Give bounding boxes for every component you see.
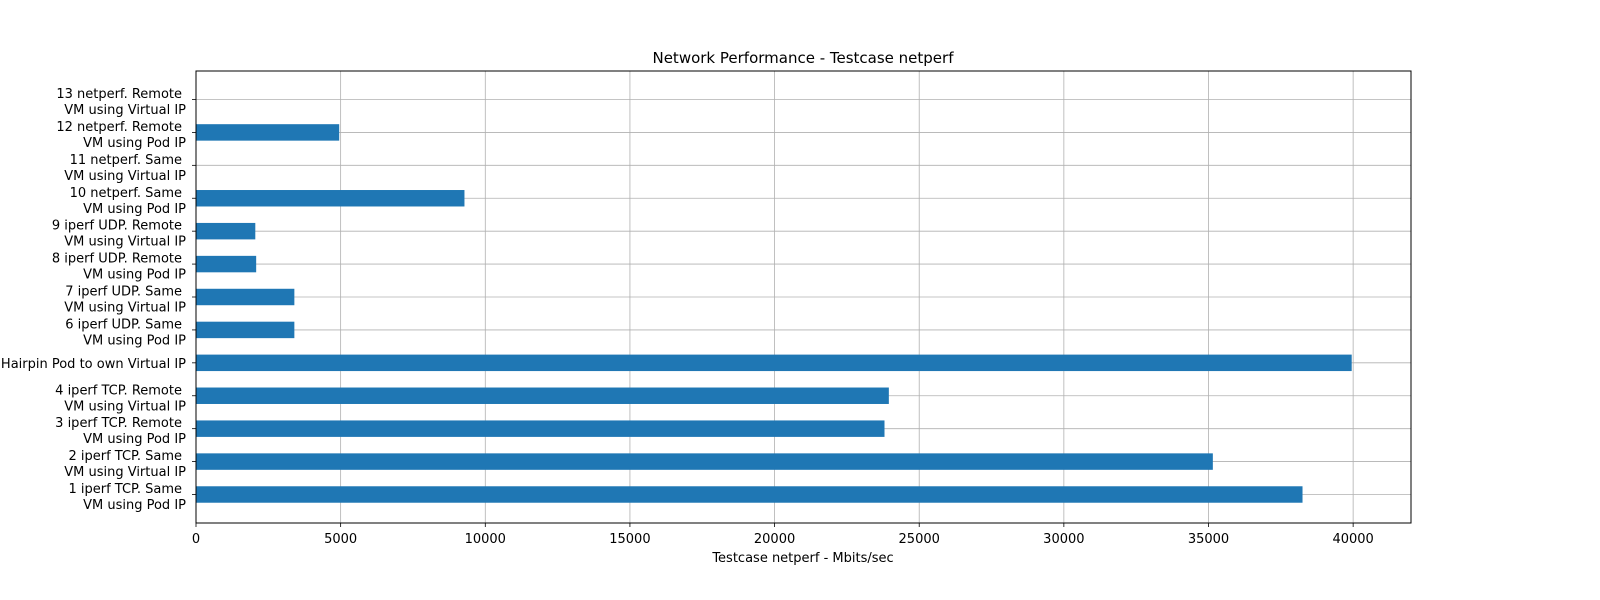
y-tick-label-line: 11 netperf. Same xyxy=(70,153,182,168)
y-tick-label: 8 iperf UDP. Remote VM using Pod IP xyxy=(52,252,186,283)
y-tick-label-line: 2 iperf TCP. Same xyxy=(68,449,182,464)
x-tick-label: 10000 xyxy=(465,532,506,547)
y-tick-label-line: VM using Pod IP xyxy=(83,498,186,513)
y-tick-label-line: VM using Pod IP xyxy=(83,136,186,151)
y-tick-label-line: 12 netperf. Remote xyxy=(56,120,182,135)
y-tick-label: 7 iperf UDP. Same VM using Virtual IP xyxy=(64,285,186,316)
bar xyxy=(196,190,465,207)
y-tick-label-line: VM using Pod IP xyxy=(83,268,186,283)
x-axis-ticks: 0 5000 10000 15000 20000 25000 30000 35000 40000 xyxy=(192,523,1374,547)
y-tick-label: 9 iperf UDP. Remote VM using Virtual IP xyxy=(52,219,186,250)
y-tick-label-line: 13 netperf. Remote xyxy=(56,87,182,102)
x-tick-label: 25000 xyxy=(899,532,940,547)
y-axis-ticks: 1 iperf TCP. Same VM using Pod IP2 iperf … xyxy=(0,87,196,513)
y-tick-label-line: VM using Pod IP xyxy=(83,202,186,217)
y-tick-label-line: VM using Virtual IP xyxy=(64,399,186,414)
x-tick-label: 0 xyxy=(192,532,200,547)
y-tick-label-line: VM using Virtual IP xyxy=(64,465,186,480)
y-tick-label: 10 netperf. Same VM using Pod IP xyxy=(70,186,187,217)
y-tick-label-line: 3 iperf TCP. Remote xyxy=(55,416,182,431)
bar xyxy=(196,354,1352,372)
y-tick-label-line: VM using Virtual IP xyxy=(64,169,186,184)
y-tick-label: 11 netperf. Same VM using Virtual IP xyxy=(64,153,186,184)
y-tick-label: 4 iperf TCP. Remote VM using Virtual IP xyxy=(55,383,186,414)
y-tick-label-line: 4 iperf TCP. Remote xyxy=(55,383,182,398)
y-tick-label-line: 7 iperf UDP. Same xyxy=(65,285,182,300)
y-tick-label: 6 iperf UDP. Same VM using Pod IP xyxy=(65,317,186,348)
y-tick-label: 1 iperf TCP. Same VM using Pod IP xyxy=(68,482,186,513)
y-tick-label-line: 6 iperf UDP. Same xyxy=(65,317,182,332)
y-tick-label: 3 iperf TCP. Remote VM using Pod IP xyxy=(55,416,186,447)
x-tick-label: 30000 xyxy=(1043,532,1084,547)
x-tick-label: 15000 xyxy=(609,532,650,547)
y-tick-label-line: 9 iperf UDP. Remote xyxy=(52,219,182,234)
bar xyxy=(196,387,889,404)
y-tick-label: 12 netperf. Remote VM using Pod IP xyxy=(56,120,186,151)
bar xyxy=(196,453,1213,470)
x-tick-label: 35000 xyxy=(1188,532,1229,547)
x-tick-label: 40000 xyxy=(1332,532,1373,547)
y-tick-label-line: 1 iperf TCP. Same xyxy=(68,482,182,497)
y-tick-label-line: 8 iperf UDP. Remote xyxy=(52,252,182,267)
bar xyxy=(196,255,257,273)
bars xyxy=(196,124,1352,503)
y-tick-label-line: 10 netperf. Same xyxy=(70,186,182,201)
bar xyxy=(196,321,295,339)
y-tick-label: 5 Hairpin Pod to own Virtual IP xyxy=(0,357,186,372)
y-tick-label: 2 iperf TCP. Same VM using Virtual IP xyxy=(64,449,186,480)
x-tick-label: 5000 xyxy=(324,532,357,547)
y-tick-label-line: VM using Pod IP xyxy=(83,432,186,447)
bar xyxy=(196,420,885,437)
y-tick-label-line: VM using Pod IP xyxy=(83,333,186,348)
bar xyxy=(196,124,340,141)
bar xyxy=(196,486,1303,503)
y-tick-label-line: VM using Virtual IP xyxy=(64,301,186,316)
y-tick-label: 13 netperf. Remote VM using Virtual IP xyxy=(56,87,186,118)
x-tick-label: 20000 xyxy=(754,532,795,547)
chart-title: Network Performance - Testcase netperf xyxy=(652,49,954,67)
y-tick-label-line: VM using Virtual IP xyxy=(64,235,186,250)
x-axis-label: Testcase netperf - Mbits/sec xyxy=(711,551,893,566)
bar xyxy=(196,288,295,306)
y-tick-label-line: VM using Virtual IP xyxy=(64,103,186,118)
bar xyxy=(196,222,256,240)
